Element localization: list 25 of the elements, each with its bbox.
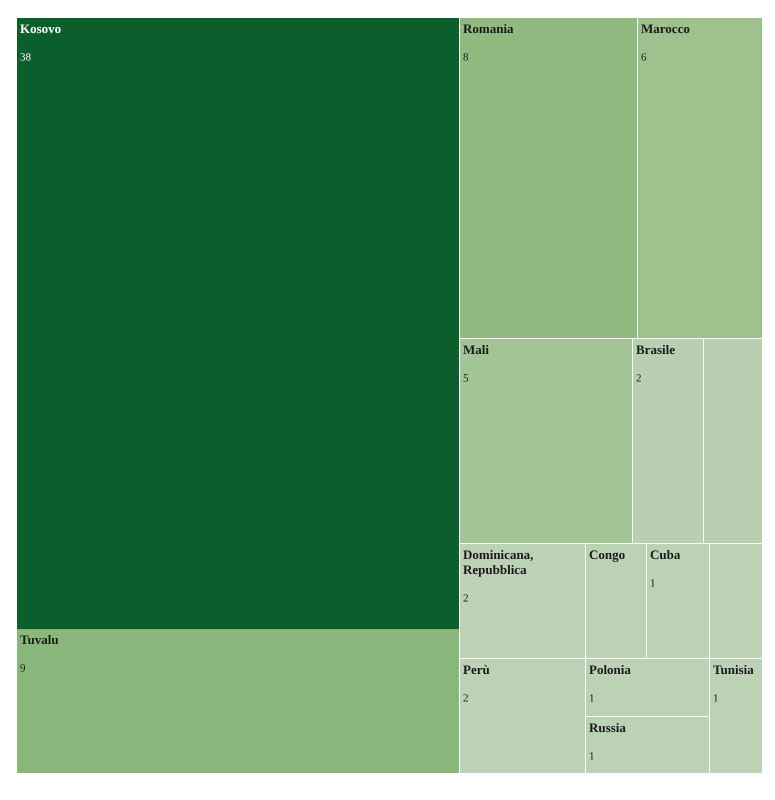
data-label: 8 bbox=[463, 51, 469, 64]
data-label: 6 bbox=[641, 51, 647, 64]
category-label: Perù bbox=[463, 662, 490, 677]
category-label: Dominicana, Repubblica bbox=[463, 546, 534, 577]
category-label: Marocco bbox=[641, 20, 690, 36]
data-label: 38 bbox=[20, 51, 32, 64]
category-label: Cuba bbox=[650, 546, 681, 562]
data-label: 2 bbox=[463, 692, 468, 704]
category-label: Russia bbox=[589, 720, 626, 735]
category-label: Tunisia bbox=[713, 662, 754, 677]
category-label: Congo bbox=[589, 546, 626, 562]
category-label: Romania bbox=[463, 20, 514, 36]
data-label: 1 bbox=[589, 750, 594, 762]
data-label: 1 bbox=[589, 692, 594, 704]
data-label: 2 bbox=[463, 592, 468, 604]
category-label: Polonia bbox=[589, 662, 632, 677]
data-label: 2 bbox=[636, 372, 642, 384]
data-label: 1 bbox=[713, 692, 718, 704]
data-label: 9 bbox=[20, 662, 26, 674]
category-label: Mali bbox=[463, 342, 490, 357]
data-label: 1 bbox=[650, 577, 656, 590]
data-label: 5 bbox=[463, 372, 469, 384]
category-label: Tuvalu bbox=[20, 632, 59, 647]
category-label: Brasile bbox=[636, 342, 676, 357]
category-label: Kosovo bbox=[20, 20, 62, 36]
